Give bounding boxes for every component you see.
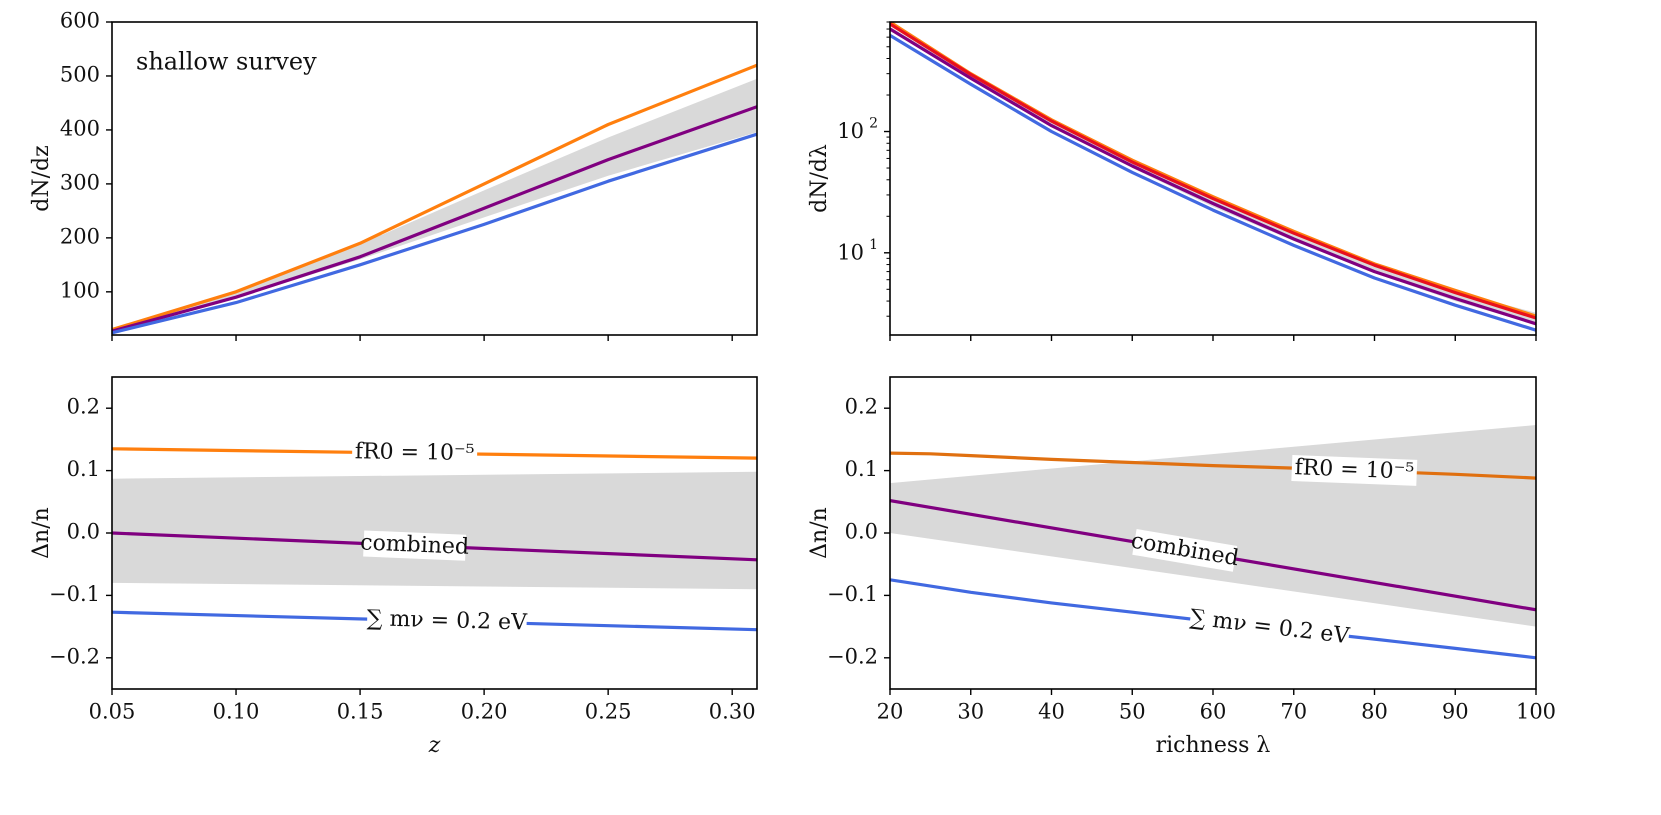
series-label: ∑ mν = 0.2 eV: [366, 606, 528, 635]
y-tick-label: 0.2: [67, 395, 100, 419]
label-background: [366, 606, 527, 637]
x-tick-label: 90: [1442, 700, 1469, 724]
panel-bottom-left: fR0 = 10⁻⁵ combined ∑ mν = 0.2 eV 0.05 0.10 0…: [29, 376, 758, 758]
y-tick-label: 400: [60, 116, 100, 140]
x-tick-label: 80: [1361, 700, 1388, 724]
uncertainty-band: [112, 471, 757, 590]
y-tick-label: 0.1: [67, 457, 100, 481]
x-tick-label: 20: [877, 700, 904, 724]
series-label-group: ∑ mν = 0.2 eV: [1188, 605, 1352, 651]
x-axis-label: z: [428, 733, 441, 758]
y-tick-label: 0.0: [845, 520, 878, 544]
x-tick-label: 40: [1038, 700, 1065, 724]
y-tick-label: 0.0: [67, 520, 100, 544]
series-label-group: ∑ mν = 0.2 eV: [366, 606, 528, 637]
series-label: combined: [360, 530, 470, 559]
series-line-f-r0-10-5: [890, 22, 1536, 318]
series-label: fR0 = 10⁻⁵: [1294, 455, 1414, 485]
label-background: [1132, 529, 1238, 572]
x-tick-label: 0.10: [213, 700, 260, 724]
x-tick-label: 50: [1119, 700, 1146, 724]
y-tick-label: −0.2: [49, 644, 100, 668]
series-line-combined: [890, 27, 1536, 326]
y-axis-label: Δn/n: [807, 507, 832, 559]
y-tick-label: 10: [837, 119, 864, 143]
y-tick-label: 600: [60, 9, 100, 33]
plot-area: [890, 22, 1536, 332]
uncertainty-band: [890, 26, 1536, 325]
series-label-group: combined: [360, 530, 470, 561]
panel-top-right: 10 1 10 2 dN/dλ: [807, 21, 1537, 341]
y-axis-label: dN/dλ: [807, 144, 832, 213]
series-line-sum-m-nu-0-2-ev: [890, 34, 1536, 332]
y-tick-label: 100: [60, 278, 100, 302]
y-tick-label: 0.1: [845, 457, 878, 481]
axes-frame: [111, 21, 758, 336]
x-tick-label: 30: [957, 700, 984, 724]
y-tick-label: 300: [60, 170, 100, 194]
y-axis-label: dN/dz: [29, 145, 54, 211]
y-tick-label: 10: [837, 240, 864, 264]
panel-annotation: shallow survey: [136, 48, 317, 76]
plot-area: [112, 63, 757, 335]
label-background: [1188, 605, 1351, 651]
panel-top-left: 100 200 300 400 500 600 dN/dz shallow survey: [29, 9, 758, 341]
y-tick-label: 0.2: [845, 395, 878, 419]
label-background: [1291, 455, 1418, 486]
label-background: [363, 530, 467, 561]
x-tick-label: 60: [1200, 700, 1227, 724]
series-label: ∑ mν = 0.2 eV: [1189, 605, 1352, 649]
x-tick-label: 0.20: [461, 700, 508, 724]
series-label-group: fR0 = 10⁻⁵: [351, 439, 478, 468]
x-tick-label: 0.30: [709, 700, 756, 724]
x-tick-label: 0.25: [585, 700, 632, 724]
y-axis-label: Δn/n: [29, 507, 54, 559]
y-tick-label: −0.1: [827, 582, 878, 606]
y-tick-label: −0.1: [49, 582, 100, 606]
series-line-combined: [112, 105, 757, 333]
x-tick-label: 0.05: [89, 700, 136, 724]
series-line-sum-m-nu-0-2-ev: [112, 132, 757, 335]
y-tick-label: −0.2: [827, 644, 878, 668]
x-tick-label: 0.15: [337, 700, 384, 724]
y-tick-label: 200: [60, 224, 100, 248]
x-tick-label: 70: [1280, 700, 1307, 724]
y-tick-label: 500: [60, 62, 100, 86]
x-axis-label: richness λ: [1156, 733, 1271, 758]
series-line-red: [890, 22, 1536, 320]
uncertainty-band: [112, 78, 757, 332]
x-tick-label: 100: [1516, 700, 1556, 724]
series-label: fR0 = 10⁻⁵: [355, 439, 475, 466]
series-line-f-r0-10-5: [112, 63, 757, 332]
label-background: [351, 439, 478, 468]
y-tick-label-exponent: 2: [869, 116, 878, 132]
y-tick-label-exponent: 1: [869, 237, 878, 253]
series-label-group: fR0 = 10⁻⁵: [1291, 455, 1418, 486]
